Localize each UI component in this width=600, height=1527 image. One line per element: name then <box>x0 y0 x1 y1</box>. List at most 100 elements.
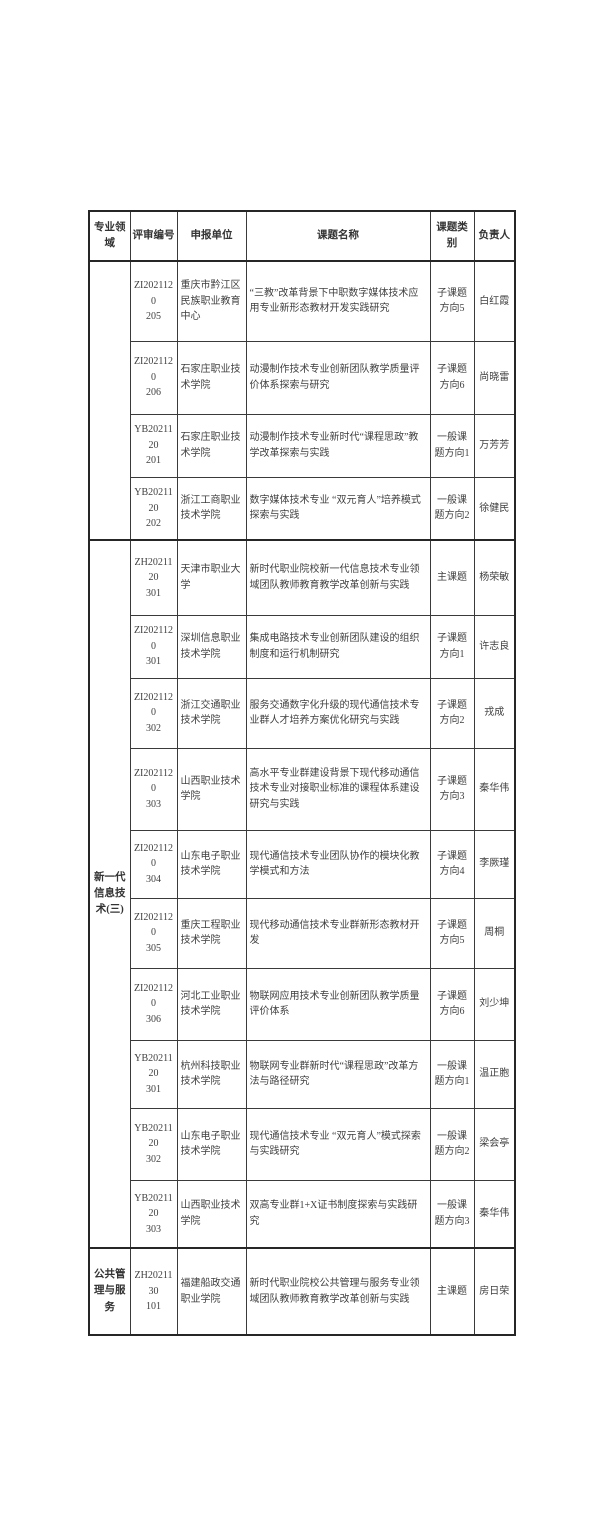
table-row: YB2021120 201 石家庄职业技术学院 动漫制作技术专业新时代“课程思政… <box>89 413 516 478</box>
cell-title: 动漫制作技术专业新时代“课程思政”教学改革探索与实践 <box>245 413 431 478</box>
cell-unit: 山西职业技术学院 <box>176 1179 247 1249</box>
table-row: YB2021120 202 浙江工商职业技术学院 数字媒体技术专业 “双元育人”… <box>89 476 516 541</box>
cell-category: 主课题 <box>429 539 475 616</box>
table-row: YB2021120 301 杭州科技职业技术学院 物联网专业群新时代“课程思政”… <box>89 1039 516 1109</box>
cell-category: 一般课题方向3 <box>429 1179 475 1249</box>
cell-leader: 白红霞 <box>473 260 516 342</box>
table-row: ZI2021120 302 浙江交通职业技术学院 服务交通数字化升级的现代通信技… <box>89 677 516 749</box>
cell-leader: 许志良 <box>473 614 516 679</box>
header-row: 专业领域 评审编号 申报单位 课题名称 课题类别 负责人 <box>88 210 516 262</box>
table-row: ZI2021120 306 河北工业职业技术学院 物联网应用技术专业创新团队教学… <box>89 967 516 1041</box>
cell-code: ZI2021120 301 <box>129 614 178 679</box>
cell-category: 一般课题方向1 <box>429 413 475 478</box>
cell-leader: 尚晓雷 <box>473 340 516 415</box>
cell-unit: 重庆工程职业技术学院 <box>176 897 247 969</box>
cell-title: 双高专业群1+X证书制度探索与实践研究 <box>245 1179 431 1249</box>
cell-leader: 戎成 <box>473 677 516 749</box>
cell-code: YB2021120 202 <box>129 476 178 541</box>
cell-leader: 房日荣 <box>473 1247 516 1336</box>
table-row: ZI2021120 205 重庆市黔江区民族职业教育中心 “三教”改革背景下中职… <box>88 260 516 541</box>
cell-unit: 福建船政交通职业学院 <box>176 1247 247 1336</box>
cell-title: 新时代职业院校新一代信息技术专业领域团队教师教育教学改革创新与实践 <box>245 539 431 616</box>
cell-code: YB2021120 201 <box>129 413 178 478</box>
cell-title: 现代通信技术专业 “双元育人”模式探索与实践研究 <box>245 1107 431 1181</box>
header-category: 课题类别 <box>429 210 475 262</box>
group-label-cell <box>88 260 131 541</box>
cell-unit: 石家庄职业技术学院 <box>176 413 247 478</box>
cell-title: 动漫制作技术专业创新团队教学质量评价体系探索与研究 <box>245 340 431 415</box>
cell-category: 主课题 <box>429 1247 475 1336</box>
header-title: 课题名称 <box>245 210 431 262</box>
header-field: 专业领域 <box>88 210 131 262</box>
header-leader: 负责人 <box>473 210 516 262</box>
cell-unit: 山东电子职业技术学院 <box>176 1107 247 1181</box>
cell-unit: 山东电子职业技术学院 <box>176 829 247 899</box>
cell-leader: 秦华伟 <box>473 747 516 831</box>
cell-title: 物联网应用技术专业创新团队教学质量评价体系 <box>245 967 431 1041</box>
cell-leader: 周桐 <box>473 897 516 969</box>
cell-title: 现代移动通信技术专业群新形态教材开发 <box>245 897 431 969</box>
cell-unit: 天津市职业大学 <box>176 539 247 616</box>
review-table: 专业领域 评审编号 申报单位 课题名称 课题类别 负责人 ZI2021120 2… <box>88 210 516 1336</box>
table-row: ZI2021120 301 深圳信息职业技术学院 集成电路技术专业创新团队建设的… <box>89 614 516 679</box>
cell-category: 子课题方向4 <box>429 829 475 899</box>
cell-code: ZH2021120 301 <box>129 539 178 616</box>
table-row: ZI2021120 206 石家庄职业技术学院 动漫制作技术专业创新团队教学质量… <box>89 340 516 415</box>
cell-leader: 梁会亭 <box>473 1107 516 1181</box>
cell-title: 物联网专业群新时代“课程思政”改革方法与路径研究 <box>245 1039 431 1109</box>
cell-leader: 刘少坤 <box>473 967 516 1041</box>
cell-code: ZI2021120 304 <box>129 829 178 899</box>
cell-code: ZH2021130 101 <box>129 1247 178 1336</box>
cell-leader: 李厥瑾 <box>473 829 516 899</box>
cell-title: 高水平专业群建设背景下现代移动通信技术专业对接职业标准的课程体系建设研究与实践 <box>245 747 431 831</box>
cell-title: 数字媒体技术专业 “双元育人”培养模式探索与实践 <box>245 476 431 541</box>
cell-unit: 杭州科技职业技术学院 <box>176 1039 247 1109</box>
cell-unit: 河北工业职业技术学院 <box>176 967 247 1041</box>
group-label-cell: 公共管理与服务 <box>88 1247 131 1336</box>
cell-leader: 徐健民 <box>473 476 516 541</box>
cell-title: 新时代职业院校公共管理与服务专业领域团队教师教育教学改革创新与实践 <box>245 1247 431 1336</box>
cell-category: 一般课题方向2 <box>429 476 475 541</box>
header-unit: 申报单位 <box>176 210 247 262</box>
cell-category: 一般课题方向2 <box>429 1107 475 1181</box>
cell-code: ZI2021120 206 <box>129 340 178 415</box>
table-row: YB2021120 302 山东电子职业技术学院 现代通信技术专业 “双元育人”… <box>89 1107 516 1181</box>
table-row: ZI2021120 303 山西职业技术学院 高水平专业群建设背景下现代移动通信… <box>89 747 516 831</box>
cell-category: 一般课题方向1 <box>429 1039 475 1109</box>
cell-unit: 深圳信息职业技术学院 <box>176 614 247 679</box>
cell-title: 服务交通数字化升级的现代通信技术专业群人才培养方案优化研究与实践 <box>245 677 431 749</box>
table-row: ZI2021120 305 重庆工程职业技术学院 现代移动通信技术专业群新形态教… <box>89 897 516 969</box>
cell-code: ZI2021120 205 <box>129 260 178 342</box>
cell-code: ZI2021120 302 <box>129 677 178 749</box>
cell-code: ZI2021120 306 <box>129 967 178 1041</box>
cell-title: 现代通信技术专业团队协作的模块化教学模式和方法 <box>245 829 431 899</box>
table-row: ZI2021120 304 山东电子职业技术学院 现代通信技术专业团队协作的模块… <box>89 829 516 899</box>
cell-code: YB2021120 301 <box>129 1039 178 1109</box>
cell-unit: 浙江工商职业技术学院 <box>176 476 247 541</box>
cell-category: 子课题方向2 <box>429 677 475 749</box>
cell-leader: 杨荣敏 <box>473 539 516 616</box>
table-row: 公共管理与服务 ZH2021130 101 福建船政交通职业学院 新时代职业院校… <box>88 1247 516 1336</box>
header-code: 评审编号 <box>129 210 178 262</box>
cell-title: 集成电路技术专业创新团队建设的组织制度和运行机制研究 <box>245 614 431 679</box>
cell-category: 子课题方向6 <box>429 340 475 415</box>
cell-code: YB2021120 303 <box>129 1179 178 1249</box>
cell-unit: 石家庄职业技术学院 <box>176 340 247 415</box>
table-row: YB2021120 303 山西职业技术学院 双高专业群1+X证书制度探索与实践… <box>89 1179 516 1249</box>
cell-category: 子课题方向5 <box>429 260 475 342</box>
cell-leader: 温正胞 <box>473 1039 516 1109</box>
cell-category: 子课题方向6 <box>429 967 475 1041</box>
cell-code: YB2021120 302 <box>129 1107 178 1181</box>
table-row: 新一代信息技术(三) ZH2021120 301 天津市职业大学 新时代职业院校… <box>88 539 516 1249</box>
cell-code: ZI2021120 303 <box>129 747 178 831</box>
cell-code: ZI2021120 305 <box>129 897 178 969</box>
cell-category: 子课题方向5 <box>429 897 475 969</box>
group-label-cell: 新一代信息技术(三) <box>88 539 131 1249</box>
cell-title: “三教”改革背景下中职数字媒体技术应用专业新形态教材开发实践研究 <box>245 260 431 342</box>
cell-category: 子课题方向3 <box>429 747 475 831</box>
cell-leader: 秦华伟 <box>473 1179 516 1249</box>
cell-unit: 山西职业技术学院 <box>176 747 247 831</box>
cell-leader: 万芳芳 <box>473 413 516 478</box>
cell-category: 子课题方向1 <box>429 614 475 679</box>
